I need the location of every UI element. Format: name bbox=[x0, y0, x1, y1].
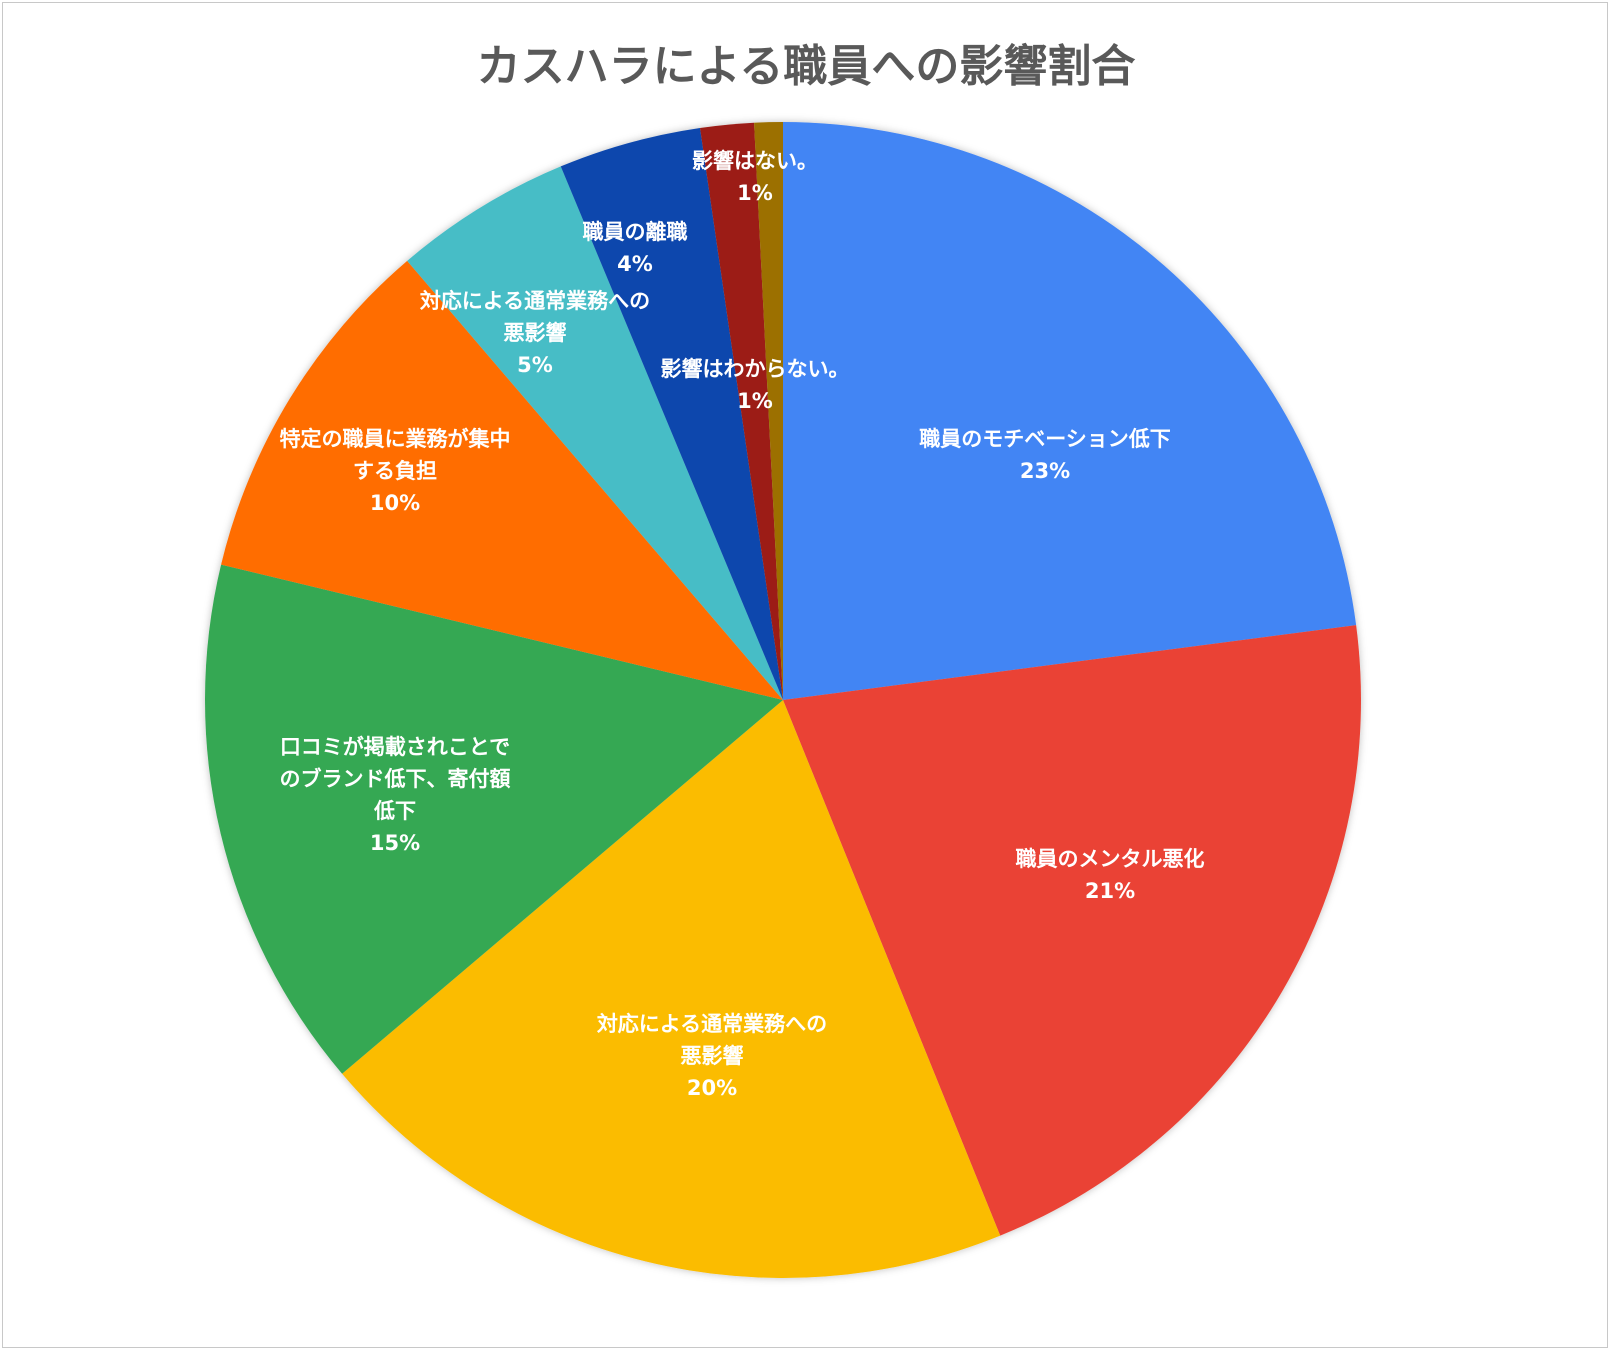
slice-percent-label: 10% bbox=[370, 491, 420, 515]
slice-category-label: する負担 bbox=[353, 459, 437, 483]
slice-percent-label: 5% bbox=[517, 353, 553, 377]
pie-slice bbox=[700, 122, 783, 701]
pie-slice bbox=[783, 625, 1361, 1236]
slice-category-label: 対応による通常業務への bbox=[420, 289, 650, 313]
slice-category-label: 悪影響 bbox=[681, 1044, 744, 1068]
slice-category-label: 悪影響 bbox=[504, 321, 567, 345]
slice-category-label: 職員の離職 bbox=[583, 220, 688, 244]
pie-slice bbox=[407, 166, 783, 700]
slice-percent-label: 23% bbox=[1020, 459, 1070, 483]
slice-percent-label: 4% bbox=[617, 252, 653, 276]
pie-slice bbox=[221, 260, 784, 700]
slice-percent-label: 21% bbox=[1085, 879, 1135, 903]
pie-slice bbox=[205, 564, 783, 1074]
slice-percent-label: 1% bbox=[737, 389, 773, 413]
slice-category-label: 職員のモチベーション低下 bbox=[919, 427, 1171, 451]
slice-percent-label: 20% bbox=[687, 1076, 737, 1100]
pie-slice bbox=[560, 127, 783, 701]
chart-title: カスハラによる職員への影響割合 bbox=[476, 41, 1136, 92]
pie-slice bbox=[342, 700, 1001, 1278]
slice-category-label: 低下 bbox=[373, 799, 416, 823]
slice-category-label: 対応による通常業務への bbox=[597, 1012, 827, 1036]
slice-category-label: 職員のメンタル悪化 bbox=[1016, 847, 1205, 871]
slice-percent-label: 15% bbox=[370, 831, 420, 855]
slice-category-label: 影響はわからない。 bbox=[661, 357, 850, 381]
slice-category-label: 特定の職員に業務が集中 bbox=[280, 427, 511, 451]
slice-category-label: 口コミが掲載されことで bbox=[280, 735, 510, 759]
slice-category-label: のブランド低下、寄付額 bbox=[280, 767, 511, 791]
pie-slice bbox=[783, 122, 1357, 700]
slice-percent-label: 1% bbox=[737, 181, 773, 205]
pie-slice bbox=[754, 122, 783, 700]
slice-category-label: 影響はない。 bbox=[692, 149, 818, 173]
